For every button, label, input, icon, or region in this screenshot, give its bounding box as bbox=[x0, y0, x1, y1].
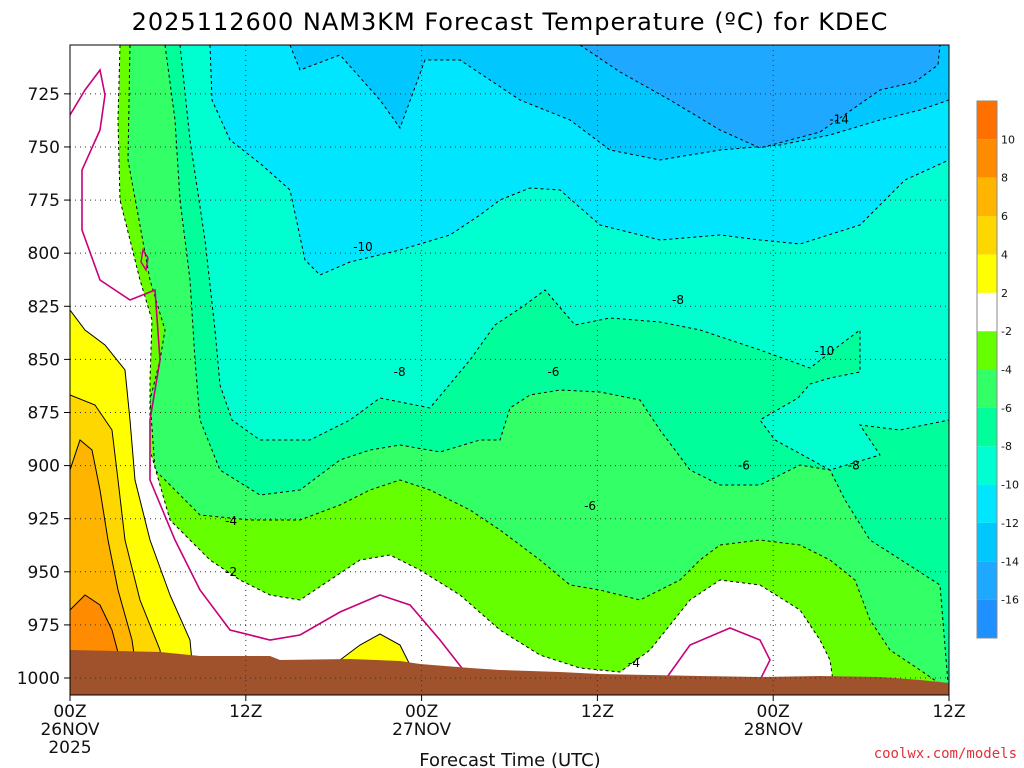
colorbar-label: -4 bbox=[1001, 364, 1012, 377]
colorbar-swatch bbox=[977, 407, 997, 447]
grid bbox=[70, 45, 949, 695]
plot-area: -14 -10 -8 -10 -8 -6 -6 -8 -6 -4 -2 -4 725 750 775 800… bbox=[17, 44, 966, 758]
colorbar-swatch bbox=[977, 101, 997, 140]
colorbar-label: -2 bbox=[1001, 325, 1012, 338]
colorbar-label: -14 bbox=[1001, 555, 1019, 568]
colorbar-swatch bbox=[977, 292, 997, 332]
contour-label: -8 bbox=[394, 365, 406, 379]
x-tick-label: 00Z bbox=[53, 702, 86, 722]
colorbar-swatch bbox=[977, 331, 997, 370]
region-minus16 bbox=[579, 45, 941, 149]
chart-title: 2025112600 NAM3KM Forecast Temperature (… bbox=[132, 8, 889, 36]
y-tick-label: 800 bbox=[28, 244, 60, 264]
x-tick-label: 12Z bbox=[229, 702, 262, 722]
colorbar-swatch bbox=[977, 369, 997, 408]
colorbar-frame bbox=[976, 100, 998, 639]
plot-frame bbox=[69, 44, 950, 696]
contour-label: -8 bbox=[672, 293, 684, 307]
y-tick-label: 925 bbox=[28, 510, 60, 530]
contour-label: -8 bbox=[848, 459, 860, 473]
contour-label: -14 bbox=[829, 112, 849, 126]
colorbar: -16 -14 -12 -10 -8 -6 -4 -2 2 4 6 8 10 bbox=[976, 100, 1019, 639]
credit-text: coolwx.com/models bbox=[874, 746, 1017, 762]
colorbar-label: 8 bbox=[1001, 172, 1008, 185]
y-tick-label: 875 bbox=[28, 403, 60, 423]
colorbar-label: 2 bbox=[1001, 287, 1008, 300]
x-tick-date: 26NOV bbox=[40, 720, 99, 740]
contour-label: -10 bbox=[815, 344, 835, 358]
y-tick-label: 750 bbox=[28, 138, 60, 158]
colorbar-swatch bbox=[977, 254, 997, 293]
contour-label: -6 bbox=[584, 499, 596, 513]
colorbar-swatch bbox=[977, 484, 997, 523]
x-tick-date: 27NOV bbox=[392, 720, 451, 740]
colorbar-swatch bbox=[977, 177, 997, 217]
x-tick-label: 12Z bbox=[932, 702, 965, 722]
colorbar-label: 10 bbox=[1001, 133, 1015, 146]
freezing-line bbox=[70, 68, 466, 673]
x-tick-date: 28NOV bbox=[744, 720, 803, 740]
contour-label: -10 bbox=[353, 240, 373, 254]
contour-label: -6 bbox=[547, 365, 559, 379]
colorbar-label: -12 bbox=[1001, 517, 1019, 530]
contour-label: -4 bbox=[225, 514, 237, 528]
contour-label: -6 bbox=[738, 459, 750, 473]
region-minus4 bbox=[70, 45, 949, 695]
y-tick-label: 725 bbox=[28, 85, 60, 105]
contour-label: -4 bbox=[628, 656, 640, 670]
colorbar-label: -10 bbox=[1001, 479, 1019, 492]
colorbar-swatch bbox=[977, 216, 997, 255]
axis-ticks: 725 750 775 800 825 850 875 900 925 950 975 1000 00Z… bbox=[17, 85, 966, 758]
colorbar-label: -8 bbox=[1001, 440, 1012, 453]
y-tick-label: 900 bbox=[28, 457, 60, 477]
colorbar-swatch bbox=[977, 446, 997, 485]
y-tick-label: 850 bbox=[28, 350, 60, 370]
x-tick-label: 00Z bbox=[757, 702, 790, 722]
colorbar-label: 6 bbox=[1001, 210, 1008, 223]
colorbar-swatch bbox=[977, 139, 997, 178]
x-tick-label: 12Z bbox=[581, 702, 614, 722]
contour-label: -2 bbox=[225, 565, 237, 579]
y-tick-label: 825 bbox=[28, 297, 60, 317]
freezing-island bbox=[140, 248, 149, 272]
x-tick-year: 2025 bbox=[48, 738, 91, 758]
colorbar-label: 4 bbox=[1001, 248, 1008, 261]
colorbar-label: -16 bbox=[1001, 594, 1019, 607]
x-axis-title: Forecast Time (UTC) bbox=[419, 750, 600, 768]
colorbar-label: -6 bbox=[1001, 402, 1012, 415]
terrain bbox=[70, 650, 949, 695]
y-tick-label: 950 bbox=[28, 563, 60, 583]
contour-labels: -14 -10 -8 -10 -8 -6 -6 -8 -6 -4 -2 -4 bbox=[225, 112, 860, 670]
colorbar-swatch bbox=[977, 561, 997, 600]
y-tick-label: 1000 bbox=[17, 669, 60, 689]
colorbar-swatch bbox=[977, 599, 997, 638]
x-tick-label: 00Z bbox=[405, 702, 438, 722]
y-tick-label: 775 bbox=[28, 191, 60, 211]
y-tick-label: 975 bbox=[28, 616, 60, 636]
colorbar-swatch bbox=[977, 522, 997, 562]
